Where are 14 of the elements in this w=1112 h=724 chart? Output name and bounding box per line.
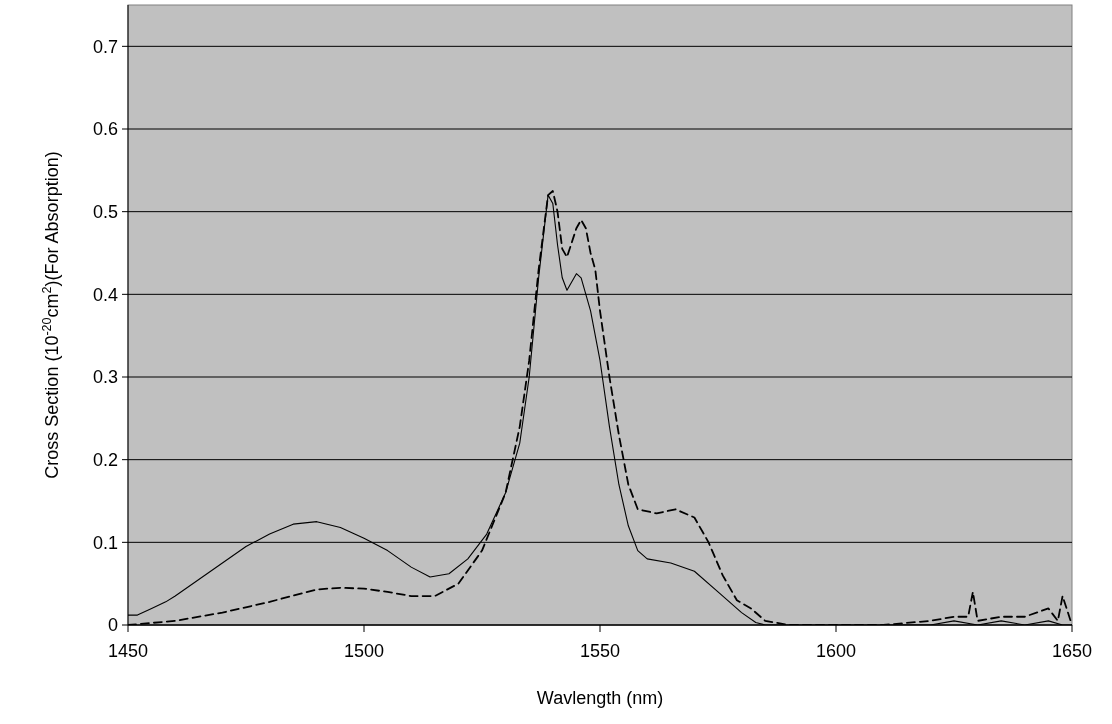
x-tick-label: 1600 — [815, 641, 857, 661]
y-tick-label: 0.1 — [92, 532, 118, 553]
y-tick-label: 0.5 — [92, 201, 118, 222]
x-tick-label: 1500 — [343, 641, 385, 661]
y-tick-label: 0.7 — [92, 36, 118, 57]
x-axis-title: Wavlength (nm) — [536, 688, 664, 708]
x-tick-label: 1650 — [1051, 641, 1093, 661]
x-tick-label: 1450 — [107, 641, 149, 661]
y-tick-label: 0 — [107, 615, 118, 636]
y-tick-label: 0.2 — [92, 449, 118, 470]
y-tick-label: 0.3 — [92, 367, 118, 388]
y-tick-label: 0.4 — [92, 284, 118, 305]
y-tick-label: 0.6 — [92, 119, 118, 140]
x-tick-label: 1550 — [579, 641, 621, 661]
